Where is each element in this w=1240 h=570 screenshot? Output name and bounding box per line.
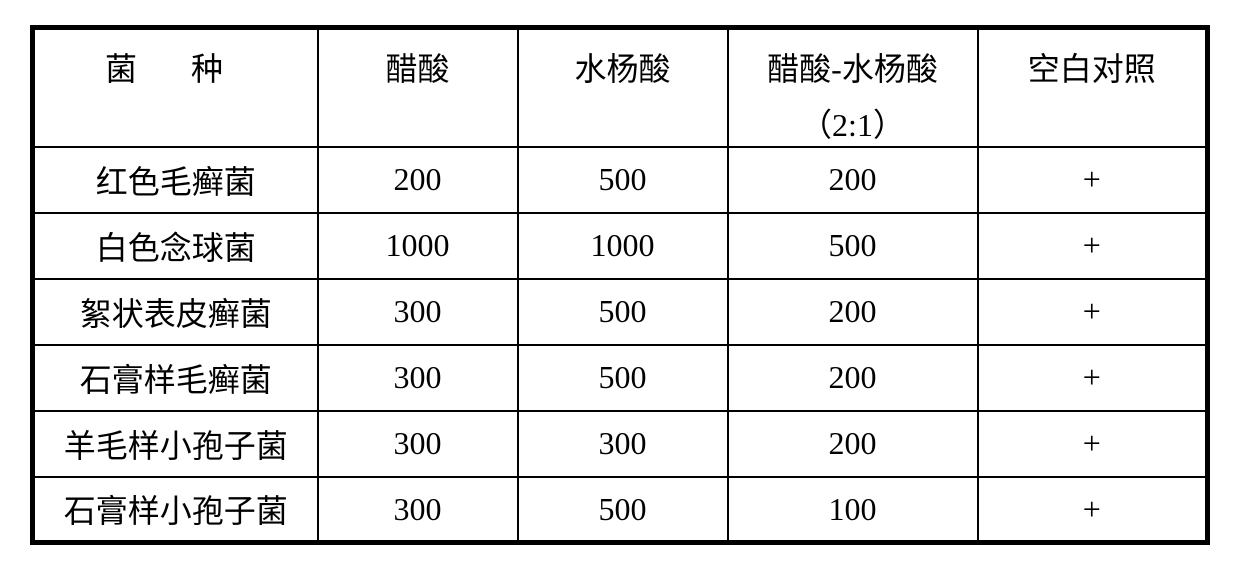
header-species: 菌种 [33,27,318,147]
cell-combo: 100 [728,477,978,543]
table-body: 红色毛癣菌 200 500 200 + 白色念球菌 1000 1000 500 … [33,147,1208,543]
header-combo-ratio: （2:1） [729,100,977,146]
table-row: 羊毛样小孢子菌 300 300 200 + [33,411,1208,477]
cell-salicylic: 300 [518,411,728,477]
table-row: 红色毛癣菌 200 500 200 + [33,147,1208,213]
cell-species: 红色毛癣菌 [33,147,318,213]
cell-control: + [978,411,1208,477]
cell-combo: 200 [728,147,978,213]
table-row: 石膏样毛癣菌 300 500 200 + [33,345,1208,411]
cell-combo: 200 [728,411,978,477]
cell-salicylic: 500 [518,279,728,345]
header-species-part2: 种 [191,51,277,87]
table-row: 石膏样小孢子菌 300 500 100 + [33,477,1208,543]
cell-acetic: 1000 [318,213,518,279]
cell-control: + [978,213,1208,279]
cell-control: + [978,279,1208,345]
header-row: 菌种 醋酸 水杨酸 醋酸-水杨酸 （2:1） 空白对照 [33,27,1208,147]
header-combo: 醋酸-水杨酸 （2:1） [728,27,978,147]
cell-acetic: 300 [318,477,518,543]
cell-acetic: 300 [318,345,518,411]
header-salicylic-acid: 水杨酸 [518,27,728,147]
cell-salicylic: 500 [518,345,728,411]
table-header: 菌种 醋酸 水杨酸 醋酸-水杨酸 （2:1） 空白对照 [33,27,1208,147]
header-acetic-acid: 醋酸 [318,27,518,147]
table-row: 白色念球菌 1000 1000 500 + [33,213,1208,279]
cell-control: + [978,345,1208,411]
cell-acetic: 200 [318,147,518,213]
cell-control: + [978,477,1208,543]
fungal-species-table: 菌种 醋酸 水杨酸 醋酸-水杨酸 （2:1） 空白对照 红色毛癣菌 200 50… [30,25,1210,546]
cell-control: + [978,147,1208,213]
cell-acetic: 300 [318,411,518,477]
cell-acetic: 300 [318,279,518,345]
cell-salicylic: 500 [518,477,728,543]
cell-combo: 200 [728,345,978,411]
cell-salicylic: 1000 [518,213,728,279]
table-row: 絮状表皮癣菌 300 500 200 + [33,279,1208,345]
cell-species: 羊毛样小孢子菌 [33,411,318,477]
cell-species: 絮状表皮癣菌 [33,279,318,345]
header-blank-control: 空白对照 [978,27,1208,147]
cell-species: 石膏样毛癣菌 [33,345,318,411]
cell-species: 石膏样小孢子菌 [33,477,318,543]
cell-combo: 200 [728,279,978,345]
cell-species: 白色念球菌 [33,213,318,279]
header-species-part1: 菌 [105,51,191,87]
header-combo-main: 醋酸-水杨酸 [767,51,938,87]
data-table-container: 菌种 醋酸 水杨酸 醋酸-水杨酸 （2:1） 空白对照 红色毛癣菌 200 50… [30,25,1210,546]
cell-salicylic: 500 [518,147,728,213]
cell-combo: 500 [728,213,978,279]
